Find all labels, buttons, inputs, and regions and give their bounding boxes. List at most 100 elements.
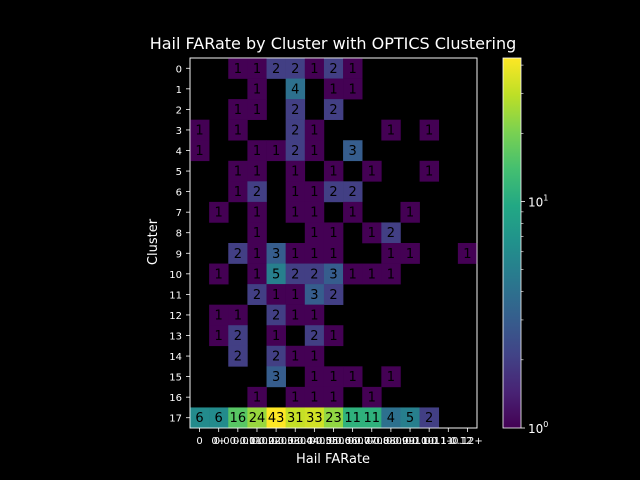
cell-value-label: 1 [425,165,433,180]
heatmap-cell [419,160,440,182]
cell-value-label: 2 [329,103,337,118]
heatmap-cell [285,201,306,223]
cell-value-label: 1 [329,165,337,180]
cell-value-label: 1 [348,267,356,282]
cell-value-label: 1 [329,370,337,385]
cell-value-label: 2 [234,247,242,262]
heatmap-cell [228,181,248,203]
heatmap-cell [247,78,267,100]
y-tick-label: 9 [176,249,182,260]
heatmap-cell [266,366,286,388]
x-tick-label: 0.03-0.04 [271,436,319,447]
cell-value-label: 6 [215,411,223,426]
heatmap-cell [285,78,306,100]
heatmap-cell [343,140,363,162]
cell-value-label: 2 [253,288,261,303]
cell-value-label: 1 [253,247,261,262]
y-tick-label: 2 [176,105,182,116]
x-tick-label: 0.02-0.03 [252,436,300,447]
cell-value-label: 1 [329,226,337,241]
x-tick-label: 0+ [211,436,226,447]
cell-value-label: 1 [291,165,299,180]
heatmap-cell [285,58,306,79]
heatmap-cell [228,58,248,79]
cell-value-label: 11 [344,411,361,426]
heatmap-cell [323,181,344,203]
heatmap-cell [323,284,344,305]
heatmap-cell [304,201,325,223]
cell-value-label: 3 [310,288,318,303]
heatmap-cell [285,119,306,141]
y-tick-label: 12 [169,311,182,322]
heatmap-cell [457,243,478,264]
heatmap-cell [266,243,286,264]
heatmap-cell [323,243,344,264]
heatmap-cell [343,201,363,223]
cell-value-label: 1 [253,226,261,241]
y-tick-label: 15 [169,373,182,384]
cell-value-label: 2 [310,329,318,344]
heatmap-cell [266,58,286,79]
heatmap-cell [381,263,401,285]
heatmap-cell [362,386,382,408]
heatmap-cell [266,345,286,367]
cell-value-label: 3 [272,247,280,262]
heatmap-cell [362,407,382,429]
x-tick-label: 0.00-0.01 [214,436,262,447]
heatmap-cell [381,407,401,429]
cell-value-label: 2 [234,329,242,344]
x-tick-label: 0.01-0.02 [233,436,281,447]
cell-value-label: 2 [310,267,318,282]
cell-value-label: 1 [234,62,242,77]
heatmap-cell [381,119,401,141]
heatmap-cell [266,407,286,429]
x-tick-label: 0.08-0.09 [367,436,415,447]
cell-value-label: 1 [310,308,318,323]
cell-value-label: 1 [387,370,395,385]
cell-value-label: 1 [272,288,280,303]
heatmap-cell [304,304,325,326]
heatmap-cell [285,386,306,408]
heatmap-cell [247,160,267,182]
y-tick-label: 0 [176,64,182,75]
heatmap-cell [247,140,267,162]
heatmap-cell [190,407,210,429]
cell-value-label: 1 [253,82,261,97]
cell-value-label: 4 [291,82,299,97]
heatmap-cell [381,243,401,264]
heatmap-cell [266,263,286,285]
y-tick-label: 8 [176,229,182,240]
y-tick-label: 1 [176,85,182,96]
heatmap-cell [304,366,325,388]
cell-value-label: 1 [234,185,242,200]
y-tick-label: 17 [169,414,182,425]
cell-value-label: 1 [348,82,356,97]
x-tick-label: 0 [196,436,202,447]
cell-value-label: 1 [329,82,337,97]
x-tick-label: 0.04-0.05 [290,436,338,447]
cell-value-label: 1 [291,185,299,200]
cell-value-label: 2 [329,62,337,77]
cell-value-label: 1 [291,308,299,323]
heatmap-cell [228,325,248,347]
heatmap-cell [247,386,267,408]
heatmap-cell [343,366,363,388]
cell-value-label: 1 [234,308,242,323]
cell-value-label: 2 [291,103,299,118]
cell-value-label: 1 [310,123,318,138]
cell-value-label: 1 [387,267,395,282]
cell-value-label: 2 [272,62,280,77]
cell-value-label: 1 [406,247,414,262]
heatmap-cell [343,78,363,100]
heatmap-cell [304,345,325,367]
cell-value-label: 2 [329,185,337,200]
cell-value-label: 11 [363,411,380,426]
cell-value-label: 1 [310,391,318,406]
heatmap-cell [400,407,420,429]
heatmap-cell [190,140,210,162]
heatmap-cell [343,181,363,203]
y-tick-label: 13 [169,332,182,343]
cell-value-label: 1 [310,370,318,385]
cell-value-label: 1 [425,123,433,138]
heatmap-cell [228,243,248,264]
